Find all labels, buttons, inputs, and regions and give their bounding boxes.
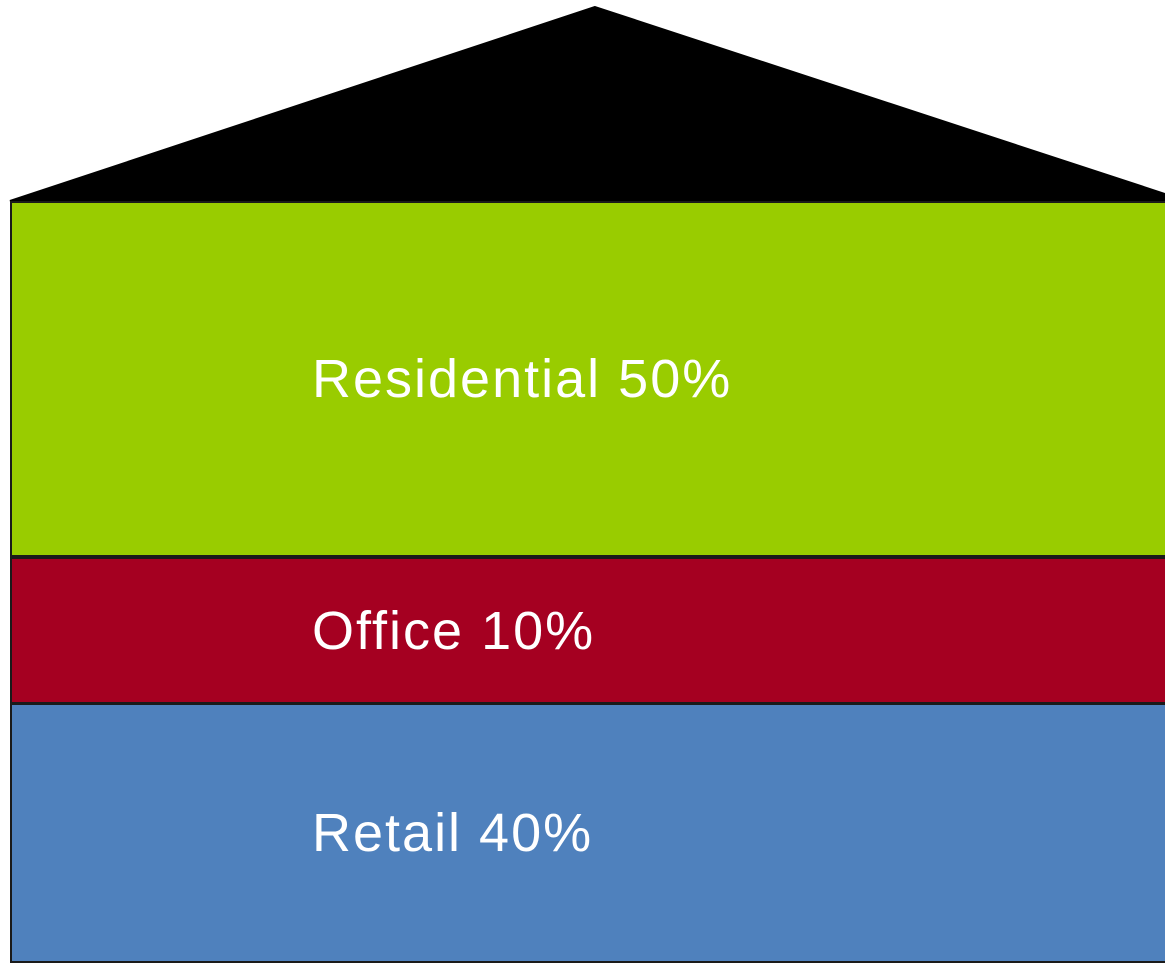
section-office: Office 10% (10, 557, 1165, 704)
roof (9, 5, 1165, 202)
section-retail-label: Retail 40% (312, 803, 594, 863)
section-residential-label: Residential 50% (312, 349, 733, 409)
roof-triangle (9, 5, 1165, 202)
section-office-label: Office 10% (312, 600, 596, 661)
section-retail: Retail 40% (10, 703, 1165, 963)
section-residential: Residential 50% (10, 201, 1165, 557)
